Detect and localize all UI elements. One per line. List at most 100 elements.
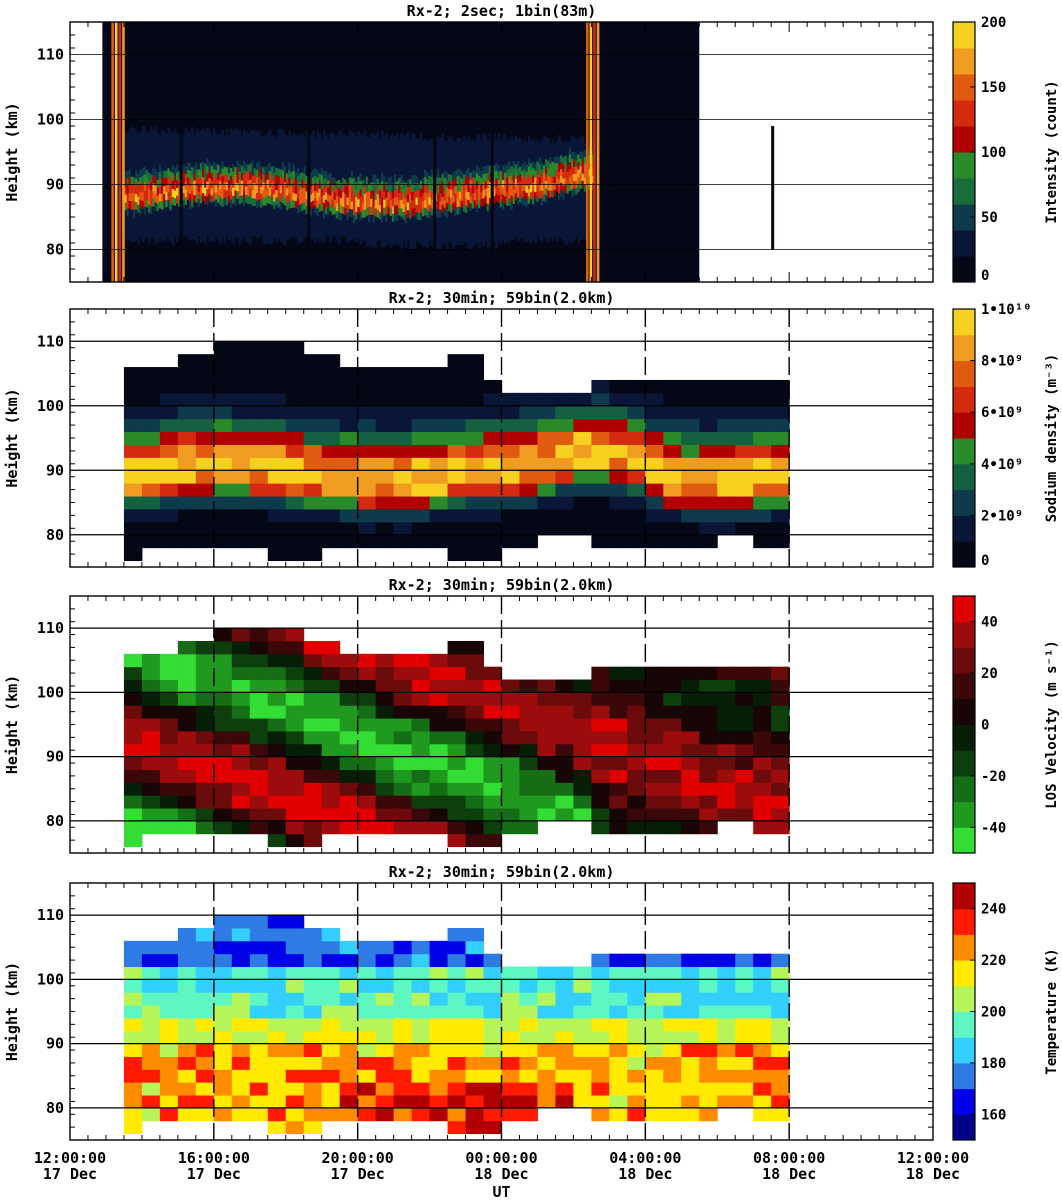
heatmap-cell: [519, 223, 522, 231]
heatmap-cell: [424, 146, 427, 155]
heatmap-cell: [331, 131, 335, 140]
heatmap-cell: [195, 521, 215, 536]
heatmap-cell: [499, 214, 503, 222]
heatmap-cell: [429, 1069, 449, 1083]
heatmap-cell: [549, 196, 552, 204]
heatmap-cell: [483, 666, 502, 681]
heatmap-cell: [141, 743, 161, 758]
heatmap-cell: [510, 217, 514, 226]
heatmap-cell: [305, 175, 309, 184]
heatmap-cell: [169, 217, 173, 227]
heatmap-cell: [439, 145, 442, 154]
heatmap-cell: [231, 354, 251, 368]
heatmap-cell: [159, 470, 179, 484]
colorbar-tick-label: 50: [981, 210, 998, 226]
heatmap-cell: [378, 139, 382, 148]
heatmap-cell: [429, 679, 449, 693]
heatmap-cell: [316, 169, 319, 178]
heatmap-cell: [443, 229, 447, 238]
heatmap-cell: [177, 1082, 197, 1096]
heatmap-cell: [375, 679, 395, 693]
heatmap-cell: [210, 217, 214, 226]
heatmap-cell: [456, 168, 460, 177]
heatmap-cell: [331, 139, 335, 148]
heatmap-cell: [375, 756, 395, 770]
heatmap-cell: [123, 1095, 143, 1109]
heatmap-cell: [577, 176, 581, 185]
heatmap-cell: [346, 181, 350, 191]
heatmap-cell: [273, 179, 276, 188]
heatmap-cell: [402, 188, 406, 197]
heatmap-cell: [123, 782, 143, 796]
heatmap-cell: [504, 140, 507, 150]
heatmap-cell: [365, 215, 369, 224]
heatmap-cell: [557, 178, 561, 187]
heatmap-cell: [177, 820, 197, 835]
heatmap-cell: [478, 231, 481, 241]
heatmap-cell: [588, 196, 591, 204]
heatmap-cell: [378, 147, 382, 155]
heatmap-cell: [267, 640, 287, 655]
heatmap-cell: [385, 197, 389, 206]
heatmap-cell: [699, 444, 718, 458]
heatmap-cell: [177, 953, 197, 968]
heatmap-cell: [575, 228, 578, 236]
heatmap-cell: [398, 199, 401, 208]
heatmap-cell: [169, 163, 173, 172]
heatmap-cell: [771, 679, 790, 693]
heatmap-cell: [210, 165, 214, 174]
heatmap-cell: [411, 679, 431, 693]
heatmap-cell: [573, 405, 592, 420]
heatmap-cell: [173, 197, 177, 206]
heatmap-cell: [361, 210, 365, 219]
heatmap-cell: [424, 207, 427, 216]
heatmap-cell: [195, 145, 199, 154]
heatmap-cell: [537, 1056, 556, 1070]
heatmap-cell: [247, 133, 250, 142]
heatmap-cell: [378, 233, 382, 241]
heatmap-cell: [141, 125, 145, 135]
heatmap-cell: [159, 1005, 179, 1019]
heatmap-cell: [375, 795, 395, 809]
heatmap-cell: [627, 705, 646, 719]
heatmap-cell: [506, 141, 509, 150]
heatmap-cell: [363, 169, 367, 179]
heatmap-cell: [409, 147, 412, 156]
heatmap-cell: [258, 183, 261, 192]
heatmap-cell: [223, 204, 227, 213]
heatmap-cell: [204, 147, 207, 156]
heatmap-cell: [316, 230, 319, 239]
heatmap-cell: [609, 756, 628, 770]
heatmap-cell: [139, 146, 143, 155]
heatmap-cell: [335, 225, 339, 234]
heatmap-cell: [253, 190, 257, 199]
heatmap-cell: [564, 184, 568, 193]
heatmap-cell: [627, 743, 646, 758]
heatmap-cell: [537, 1069, 556, 1083]
heatmap-cell: [486, 140, 490, 150]
heatmap-cell: [473, 192, 477, 201]
heatmap-cell: [424, 215, 427, 224]
heatmap-cell: [342, 206, 345, 214]
heatmap-cell: [429, 1095, 449, 1109]
heatmap-cell: [195, 234, 199, 244]
heatmap-cell: [447, 820, 467, 835]
heatmap-cell: [231, 1095, 251, 1109]
heatmap-cell: [478, 239, 481, 249]
heatmap-cell: [132, 168, 136, 178]
heatmap-cell: [320, 181, 324, 190]
heatmap-cell: [267, 534, 287, 549]
heatmap-cell: [519, 1043, 538, 1057]
heatmap-cell: [242, 221, 246, 230]
heatmap-cell: [184, 188, 188, 198]
heatmap-cell: [279, 225, 283, 234]
heatmap-cell: [210, 209, 214, 218]
heatmap-cell: [532, 196, 535, 205]
heatmap-cell: [406, 194, 410, 203]
heatmap-cell: [577, 154, 581, 163]
heatmap-cell: [186, 146, 190, 155]
heatmap-cell: [305, 152, 309, 161]
heatmap-cell: [182, 178, 186, 186]
heatmap-cell: [771, 705, 790, 719]
heatmap-cell: [465, 367, 485, 381]
